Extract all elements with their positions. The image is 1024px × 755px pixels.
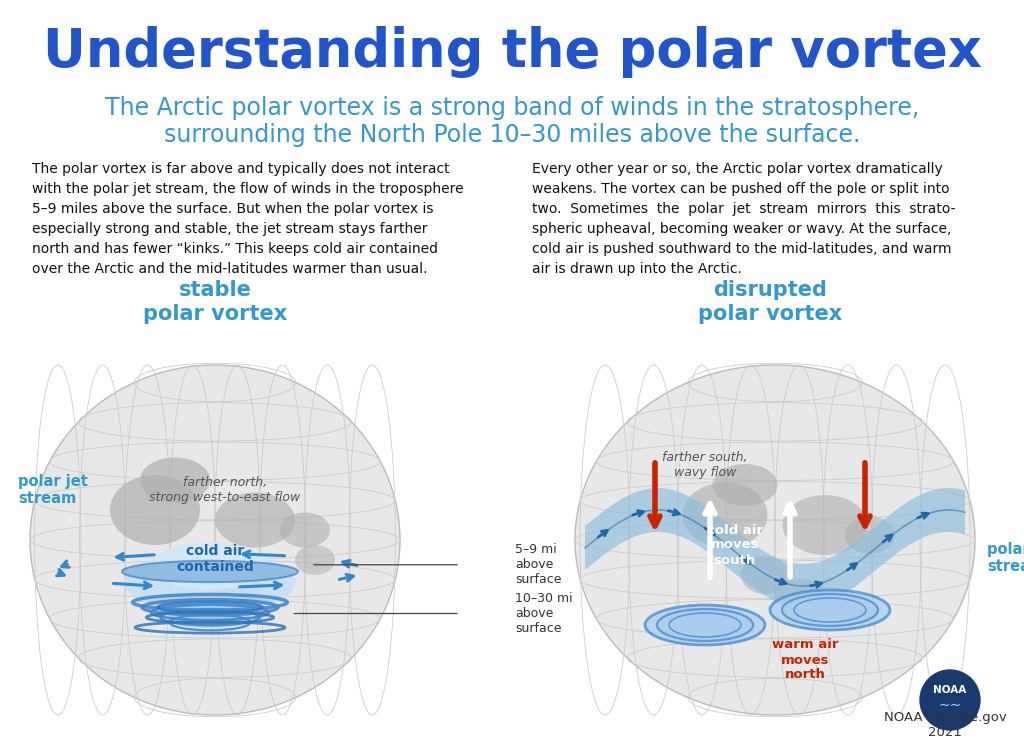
Text: cold air
moves
south: cold air moves south <box>707 523 763 566</box>
Text: stable
polar vortex: stable polar vortex <box>143 280 287 324</box>
Text: The polar vortex is far above and typically does not interact
with the polar jet: The polar vortex is far above and typica… <box>32 162 464 276</box>
Ellipse shape <box>657 609 753 641</box>
Ellipse shape <box>169 612 251 623</box>
Text: disrupted
polar vortex: disrupted polar vortex <box>698 280 842 324</box>
Text: polar jet
stream: polar jet stream <box>18 474 88 506</box>
Ellipse shape <box>575 365 975 715</box>
Circle shape <box>920 670 980 730</box>
Ellipse shape <box>152 542 268 590</box>
Ellipse shape <box>782 594 878 626</box>
Ellipse shape <box>782 495 867 555</box>
Ellipse shape <box>785 596 874 624</box>
Text: Understanding the polar vortex: Understanding the polar vortex <box>43 26 981 78</box>
Ellipse shape <box>295 545 335 575</box>
Ellipse shape <box>210 572 260 608</box>
Ellipse shape <box>770 590 890 630</box>
Text: NOAA: NOAA <box>933 685 967 695</box>
Ellipse shape <box>172 553 217 587</box>
Ellipse shape <box>177 617 243 628</box>
Text: farther north,
strong west-to-east flow: farther north, strong west-to-east flow <box>150 476 301 504</box>
Text: farther south,
wavy flow: farther south, wavy flow <box>663 451 748 479</box>
Text: polar jet
stream: polar jet stream <box>987 542 1024 575</box>
Ellipse shape <box>683 482 768 547</box>
Ellipse shape <box>280 513 330 547</box>
Ellipse shape <box>125 552 296 614</box>
Text: 10–30 mi
above
surface: 10–30 mi above surface <box>515 592 572 635</box>
Ellipse shape <box>110 475 200 545</box>
Ellipse shape <box>741 556 790 594</box>
Text: warm air
moves
north: warm air moves north <box>772 639 839 682</box>
Ellipse shape <box>215 492 295 547</box>
Text: Every other year or so, the Arctic polar vortex dramatically
weakens. The vortex: Every other year or so, the Arctic polar… <box>532 162 955 276</box>
Ellipse shape <box>30 365 400 715</box>
Text: The Arctic polar vortex is a strong band of winds in the stratosphere,: The Arctic polar vortex is a strong band… <box>104 96 920 120</box>
Ellipse shape <box>162 607 258 618</box>
Ellipse shape <box>794 598 866 622</box>
Polygon shape <box>585 488 965 608</box>
Ellipse shape <box>155 602 266 613</box>
Ellipse shape <box>713 464 777 506</box>
Ellipse shape <box>774 579 826 611</box>
Ellipse shape <box>660 611 750 639</box>
Text: surrounding the North Pole 10–30 miles above the surface.: surrounding the North Pole 10–30 miles a… <box>164 123 860 147</box>
Text: 5–9 mi
above
surface: 5–9 mi above surface <box>515 544 561 587</box>
Ellipse shape <box>845 516 895 554</box>
Text: ∼∼: ∼∼ <box>938 698 962 712</box>
Text: cold air
contained: cold air contained <box>176 544 254 575</box>
Text: NOAA Climate.gov
2021: NOAA Climate.gov 2021 <box>884 711 1007 739</box>
Ellipse shape <box>669 613 741 637</box>
Ellipse shape <box>140 458 210 503</box>
Ellipse shape <box>122 561 298 582</box>
Ellipse shape <box>146 596 273 608</box>
Ellipse shape <box>645 605 765 645</box>
